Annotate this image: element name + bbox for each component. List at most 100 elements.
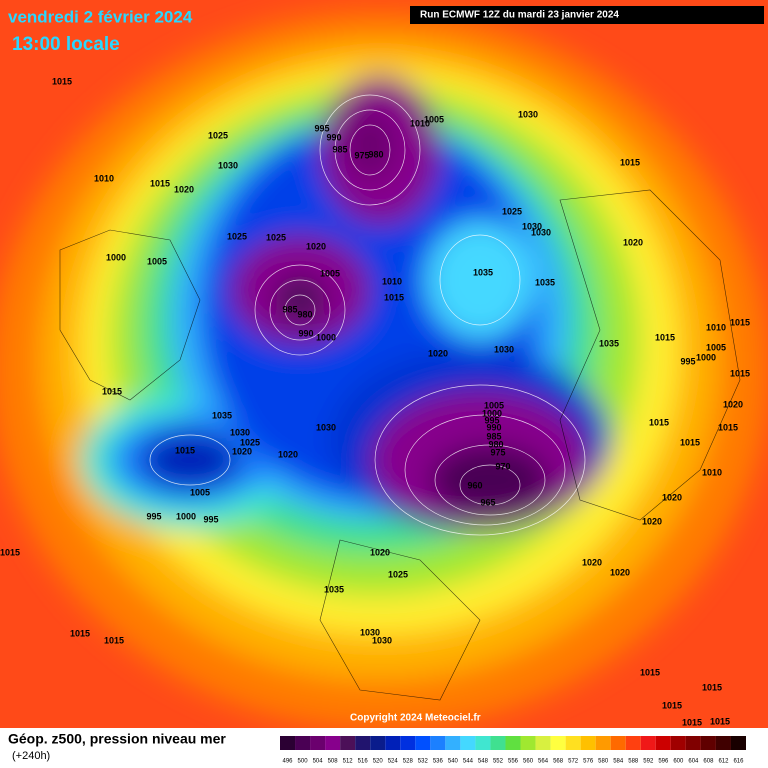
pressure-label: 1005 — [147, 256, 167, 266]
colorbar-swatch — [670, 736, 686, 750]
colorbar-swatch — [520, 736, 536, 750]
pressure-label: 995 — [680, 356, 695, 366]
colorbar-label: 528 — [403, 759, 414, 765]
colorbar-swatch — [595, 736, 611, 750]
colorbar-label: 544 — [463, 759, 474, 765]
colorbar-swatch — [340, 736, 356, 750]
colorbar-label: 516 — [358, 759, 369, 765]
colorbar-label: 536 — [433, 759, 444, 765]
run-label: Run ECMWF 12Z du mardi 23 janvier 2024 — [420, 10, 619, 21]
colorbar-label: 588 — [628, 759, 639, 765]
pressure-label: 995 — [314, 123, 329, 133]
pressure-label: 985 — [282, 304, 297, 314]
pressure-label: 1015 — [104, 635, 124, 645]
pressure-label: 1030 — [360, 627, 380, 637]
pressure-label: 1005 — [484, 400, 504, 410]
colorbar-swatch — [550, 736, 566, 750]
colorbar-swatch — [700, 736, 716, 750]
pressure-label: 1015 — [680, 437, 700, 447]
pressure-label: 1010 — [410, 118, 430, 128]
colorbar-label: 576 — [583, 759, 594, 765]
pressure-label: 1005 — [190, 487, 210, 497]
colorbar-swatch — [295, 736, 311, 750]
pressure-label: 1015 — [649, 417, 669, 427]
coastlines — [59, 189, 741, 701]
colorbar-swatch — [280, 736, 296, 750]
colorbar-label: 504 — [313, 759, 324, 765]
pressure-label: 1015 — [150, 178, 170, 188]
time-title: 13:00 locale — [12, 34, 120, 55]
colorbar-swatch — [625, 736, 641, 750]
pressure-label: 980 — [368, 149, 383, 159]
pressure-label: 1005 — [424, 114, 444, 124]
geopotential-field — [0, 10, 768, 730]
colorbar-swatch — [565, 736, 581, 750]
colorbar-swatch — [355, 736, 371, 750]
colorbar-label: 524 — [388, 759, 399, 765]
pressure-label: 1020 — [723, 399, 743, 409]
pressure-label: 1010 — [702, 467, 722, 477]
pressure-label: 1020 — [428, 348, 448, 358]
pressure-label: 1015 — [640, 667, 660, 677]
pressure-label: 1015 — [52, 76, 72, 86]
pressure-label: 995 — [484, 415, 499, 425]
pressure-label: 1010 — [382, 276, 402, 286]
colorbar-label: 512 — [343, 759, 354, 765]
colorbar-swatch — [490, 736, 506, 750]
copyright: Copyright 2024 Meteociel.fr — [350, 713, 481, 724]
pressure-label: 1020 — [370, 547, 390, 557]
colorbar-label: 616 — [733, 759, 744, 765]
pressure-label: 1005 — [320, 268, 340, 278]
pressure-label: 1035 — [473, 267, 493, 277]
pressure-label: 1015 — [730, 317, 750, 327]
pressure-label: 1030 — [372, 635, 392, 645]
colorbar-swatch — [385, 736, 401, 750]
pressure-label: 1025 — [208, 130, 228, 140]
colorbar-label: 552 — [493, 759, 504, 765]
colorbar-label: 532 — [418, 759, 429, 765]
colorbar-swatch — [325, 736, 341, 750]
colorbar-label: 596 — [658, 759, 669, 765]
pressure-label: 1015 — [718, 422, 738, 432]
caption: Géop. z500, pression niveau mer — [8, 731, 226, 747]
pressure-label: 1000 — [482, 408, 502, 418]
pressure-label: 970 — [495, 461, 510, 471]
colorbar-label: 548 — [478, 759, 489, 765]
pressure-label: 1035 — [324, 584, 344, 594]
colorbar-swatch — [580, 736, 596, 750]
pressure-label: 1030 — [494, 344, 514, 354]
pressure-label: 1020 — [306, 241, 326, 251]
colorbar-swatch — [475, 736, 491, 750]
pressure-label: 995 — [146, 511, 161, 521]
colorbar-swatch — [400, 736, 416, 750]
pressure-label: 1000 — [696, 352, 716, 362]
pressure-label: 1035 — [212, 410, 232, 420]
pressure-label: 1025 — [266, 232, 286, 242]
pressure-label: 1010 — [94, 173, 114, 183]
pressure-label: 965 — [480, 497, 495, 507]
pressure-label: 1020 — [642, 516, 662, 526]
colorbar-label: 508 — [328, 759, 339, 765]
pressure-label: 1015 — [70, 628, 90, 638]
pressure-label: 1020 — [174, 184, 194, 194]
pressure-label: 1015 — [384, 292, 404, 302]
colorbar-swatch — [610, 736, 626, 750]
pressure-label: 1010 — [706, 322, 726, 332]
pressure-label: 1015 — [175, 445, 195, 455]
colorbar-label: 584 — [613, 759, 624, 765]
pressure-label: 1020 — [232, 446, 252, 456]
pressure-label: 960 — [467, 480, 482, 490]
pressure-label: 975 — [354, 150, 369, 160]
colorbar-swatch — [445, 736, 461, 750]
colorbar-swatch — [730, 736, 746, 750]
pressure-label: 1015 — [0, 547, 20, 557]
colorbar-label: 580 — [598, 759, 609, 765]
colorbar-swatch — [370, 736, 386, 750]
colorbar-swatch — [310, 736, 326, 750]
pressure-label: 1005 — [706, 342, 726, 352]
pressure-label: 1015 — [662, 700, 682, 710]
pressure-label: 1025 — [240, 437, 260, 447]
